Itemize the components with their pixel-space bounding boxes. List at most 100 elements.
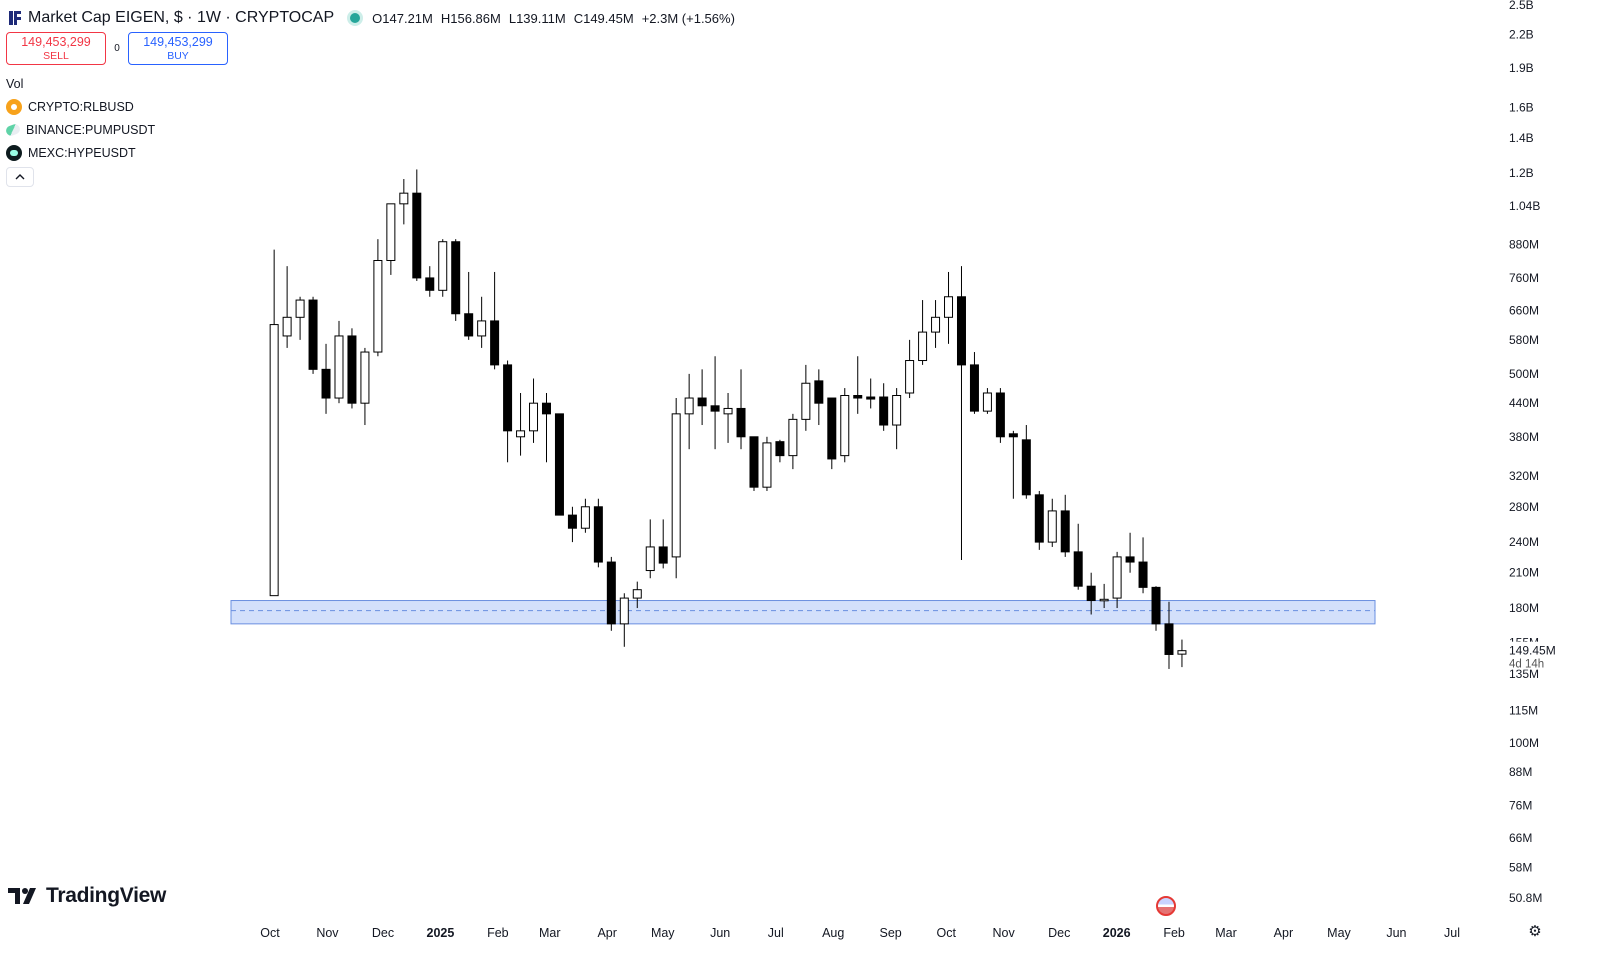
candle-body [308,299,318,370]
y-tick-label: 88M [1509,765,1532,779]
candle-body [1138,561,1148,588]
chart-header: Market Cap EIGEN, $ · 1W · CRYPTOCAP O14… [8,6,735,30]
candle-body [995,392,1005,438]
candle [347,328,357,409]
x-tick-label: Feb [487,926,509,940]
candle-body [593,506,603,563]
candle-body [658,546,668,564]
candle-body [477,320,487,337]
candle-body [956,296,966,366]
candle-body [282,316,292,337]
candle-body [360,351,370,404]
x-tick-label: Sep [880,926,902,940]
y-tick-label: 1.04B [1509,199,1540,213]
zone-rect[interactable] [230,600,1376,625]
candle [490,271,500,370]
us-flag-event-icon[interactable] [1156,896,1176,916]
candle-body [606,561,616,625]
candle [1008,430,1018,499]
x-tick-label: Nov [993,926,1016,940]
candle [295,296,305,340]
candle-body [866,396,876,400]
candle-body [827,397,837,460]
candle-body [321,368,331,399]
support-zone[interactable] [230,600,1376,625]
candle-body [814,380,824,404]
legend-vol[interactable]: Vol [6,72,155,95]
candle-body [541,402,551,415]
candle-body [749,436,759,488]
buy-button[interactable]: 149,453,299 BUY [128,32,228,65]
candle [554,413,564,516]
price-axis[interactable]: 2.5B 2.2B 1.9B 1.6B 1.4B 1.2B 1.04B 880M 760M 660… [1509,0,1542,905]
candle-body [840,395,850,457]
tradingview-mark-icon [8,886,40,906]
tradingview-logo[interactable]: TradingView [8,884,166,908]
candle [892,388,902,450]
candle [1164,601,1174,669]
collapse-legend-button[interactable] [6,167,34,187]
candle [1138,537,1148,594]
candle-body [931,316,941,333]
candle [1112,551,1122,609]
candle-body [892,395,902,426]
sell-label: SELL [43,49,69,62]
legend-symbol-hype[interactable]: MEXC:HYPEUSDT [6,141,155,164]
candle-body [580,506,590,529]
high-value: H156.86M [440,10,501,26]
ohlc-values: O147.21M H156.86M L139.11M C149.45M +2.3… [372,11,735,26]
last-price-label: 149.45M [1509,644,1556,658]
y-tick-label: 50.8M [1509,891,1542,905]
y-tick-label: 1.2B [1509,166,1534,180]
candle [1073,523,1083,590]
candle [788,413,798,470]
candle-body [1060,510,1070,553]
candle [658,519,668,569]
symbol-title[interactable]: Market Cap EIGEN, $ · 1W · CRYPTOCAP [28,9,335,26]
y-tick-label: 320M [1509,469,1539,483]
close-value: C149.45M [573,10,634,26]
candle-body [516,430,526,438]
x-tick-label: 2025 [427,926,455,940]
candle-body [723,407,733,415]
sell-button[interactable]: 149,453,299 SELL [6,32,106,65]
candle [1086,572,1096,615]
hype-coin-icon [6,144,22,161]
candle-body [775,441,785,457]
y-tick-label: 440M [1509,396,1539,410]
candle [360,347,370,426]
gear-icon[interactable]: ⚙ [1528,923,1542,940]
candle-body [295,299,305,318]
candle [853,356,863,414]
buy-label: BUY [167,49,189,62]
x-tick-label: Apr [597,926,616,940]
candle [477,296,487,348]
candle-body [801,382,811,420]
candle [1151,586,1161,631]
candle [567,506,577,543]
candle-body [438,241,448,291]
candle-body [451,241,461,315]
candle [373,239,383,357]
candle [1021,425,1031,499]
candle [1034,490,1044,550]
legend-symbol-pump[interactable]: BINANCE:PUMPUSDT [4,118,155,141]
trade-buttons: 149,453,299 SELL 0 149,453,299 BUY [6,32,228,65]
x-tick-label: Oct [260,926,280,940]
vol-label: Vol [6,76,24,91]
candle-body [425,277,435,291]
candle [1060,494,1070,557]
legend-symbol-rlb[interactable]: CRYPTO:RLBUSD [6,95,155,118]
candle [632,581,642,609]
candle [736,369,746,450]
candle [386,203,396,275]
x-tick-label: Dec [1048,926,1070,940]
symbol-label: MEXC:HYPEUSDT [28,145,136,160]
y-tick-label: 1.9B [1509,61,1534,75]
candle [905,339,915,399]
time-axis[interactable]: Oct Nov Dec 2025 Feb Mar Apr May Jun Jul Aug Sep Oct… [260,926,1460,940]
candle-body [788,418,798,457]
candle-body [386,203,396,261]
